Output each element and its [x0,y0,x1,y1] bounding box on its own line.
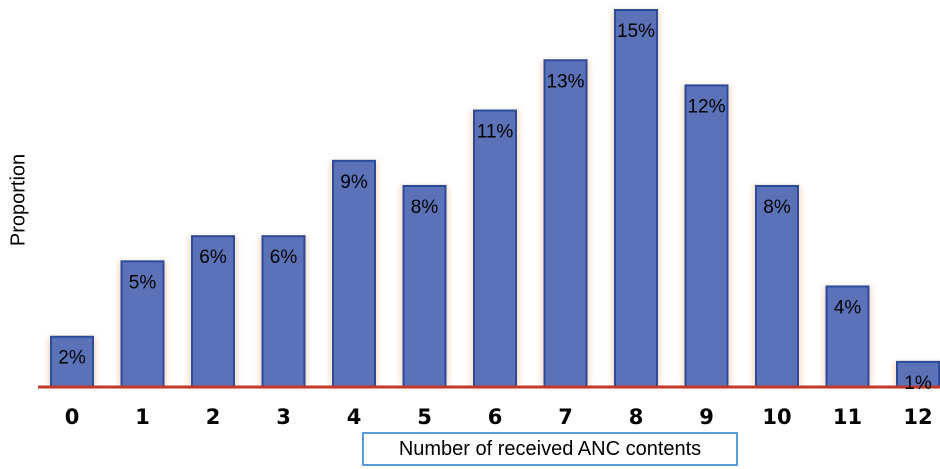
data-label-1: 5% [129,272,157,293]
x-tick-label-8: 8 [629,405,644,429]
bar-7 [543,59,588,389]
x-tick-label-6: 6 [488,405,503,429]
data-label-0: 2% [58,348,86,369]
bar-12 [896,360,940,389]
x-tick-label-12: 12 [903,405,932,429]
bar-4 [332,159,376,388]
x-tick-label-5: 5 [417,405,432,429]
x-tick-label-11: 11 [833,405,862,429]
x-tick-label-0: 0 [65,405,80,429]
bar-3 [261,235,306,388]
x-axis-title: Number of received ANC contents [362,432,738,466]
data-label-8: 15% [617,21,655,42]
bar-10 [755,184,799,388]
x-tick-label-7: 7 [558,405,573,429]
bar-9 [684,84,729,389]
data-label-6: 11% [477,122,514,143]
x-tick-label-1: 1 [135,405,150,429]
x-tick-label-9: 9 [699,405,714,429]
bar-5 [402,184,447,388]
bar-0 [50,335,94,389]
data-label-2: 6% [199,247,227,268]
data-label-12: 1% [904,373,932,394]
bar-6 [473,109,517,389]
x-tick-label-2: 2 [206,405,221,429]
data-label-11: 4% [834,297,862,318]
data-label-9: 12% [687,96,725,117]
data-label-3: 6% [270,247,298,268]
x-tick-label-10: 10 [762,405,791,429]
y-axis-title: Proportion [7,153,30,247]
x-tick-label-4: 4 [347,405,362,429]
bar-1 [120,260,165,389]
data-label-7: 13% [546,71,584,92]
x-tick-label-3: 3 [276,405,291,429]
data-label-5: 8% [411,197,439,218]
data-label-10: 8% [763,197,791,218]
data-label-4: 9% [340,172,368,193]
bar-8 [614,9,658,388]
bar-11 [825,285,870,389]
y-axis-title-wrap: Proportion [4,154,34,246]
